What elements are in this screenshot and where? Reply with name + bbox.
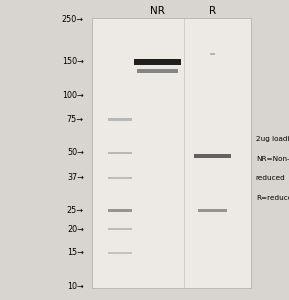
- Text: 2ug loading: 2ug loading: [256, 136, 289, 142]
- Bar: [108, 252, 132, 254]
- Bar: [108, 208, 132, 212]
- Text: 20→: 20→: [67, 224, 84, 233]
- Bar: [108, 118, 132, 121]
- Text: reduced: reduced: [256, 176, 286, 182]
- Text: 250→: 250→: [62, 15, 84, 24]
- Bar: [198, 209, 227, 212]
- Text: R=reduced: R=reduced: [256, 195, 289, 201]
- Text: 50→: 50→: [67, 148, 84, 158]
- Bar: [108, 228, 132, 230]
- Text: R: R: [209, 5, 216, 16]
- Bar: [92, 18, 251, 288]
- Text: 25→: 25→: [67, 206, 84, 215]
- Text: NR=Non-: NR=Non-: [256, 156, 289, 162]
- Bar: [108, 152, 132, 154]
- Text: 75→: 75→: [67, 115, 84, 124]
- Text: 150→: 150→: [62, 57, 84, 66]
- Text: NR: NR: [150, 5, 165, 16]
- Bar: [108, 177, 132, 179]
- Text: 37→: 37→: [67, 173, 84, 182]
- Text: 15→: 15→: [67, 248, 84, 257]
- Bar: [194, 154, 231, 158]
- Bar: [137, 68, 178, 73]
- Bar: [210, 53, 215, 55]
- Text: 100→: 100→: [62, 91, 84, 100]
- Bar: [134, 59, 181, 64]
- Text: 10→: 10→: [67, 282, 84, 291]
